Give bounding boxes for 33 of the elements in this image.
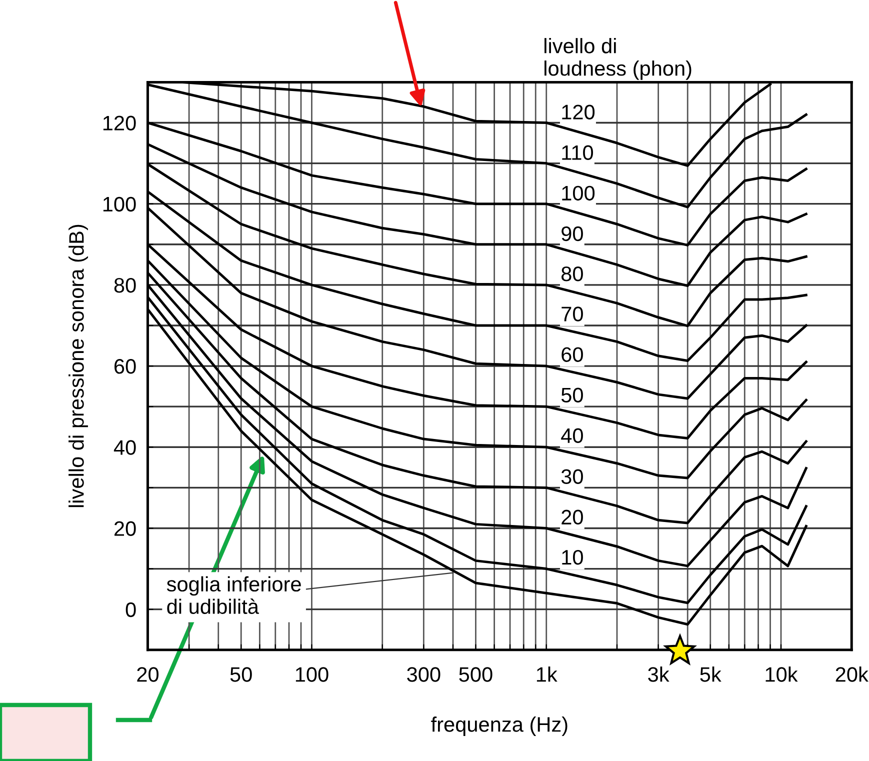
y-tick-label: 60 bbox=[114, 359, 136, 374]
y-axis-title: livello di pressione sonora (dB) bbox=[68, 224, 88, 508]
x-tick-label: 300 bbox=[407, 667, 440, 682]
y-tick-label: 20 bbox=[114, 521, 136, 536]
series-label: 110 bbox=[562, 145, 594, 160]
series-label: 70 bbox=[562, 306, 583, 322]
x-tick-label: 10k bbox=[766, 666, 798, 682]
x-tick-label: 5k bbox=[700, 666, 722, 682]
y-tick-label: 120 bbox=[103, 116, 136, 130]
series-label: 50 bbox=[561, 388, 583, 402]
x-tick-label: 500 bbox=[459, 667, 492, 682]
x-tick-label: 3k bbox=[648, 666, 670, 682]
series-label: 100 bbox=[562, 186, 595, 201]
legend-title: livello di loudness (phon) bbox=[544, 38, 692, 80]
x-tick-label: 20 bbox=[137, 667, 159, 682]
x-tick-label: 100 bbox=[296, 667, 328, 682]
x-tick-label: 50 bbox=[230, 667, 252, 682]
series-label: 60 bbox=[562, 347, 583, 362]
annotation: soglia inferiore di udibilità bbox=[166, 576, 301, 614]
series-label: 30 bbox=[561, 469, 583, 484]
y-tick-label: 40 bbox=[114, 440, 136, 455]
y-tick-label: 0 bbox=[126, 602, 136, 618]
series-label: 20 bbox=[562, 510, 583, 525]
y-tick-label: 100 bbox=[103, 196, 136, 212]
y-tick-label: 80 bbox=[114, 278, 136, 293]
series-label: 90 bbox=[562, 226, 583, 242]
series-label: 10 bbox=[562, 550, 583, 565]
x-tick-label: 1k bbox=[536, 666, 558, 682]
series-label: 80 bbox=[562, 266, 583, 282]
x-tick-label: 20k bbox=[836, 666, 868, 682]
series-label: 120 bbox=[562, 104, 595, 120]
x-axis-title: frequenza (Hz) bbox=[431, 716, 568, 736]
series-label: 40 bbox=[561, 428, 583, 444]
